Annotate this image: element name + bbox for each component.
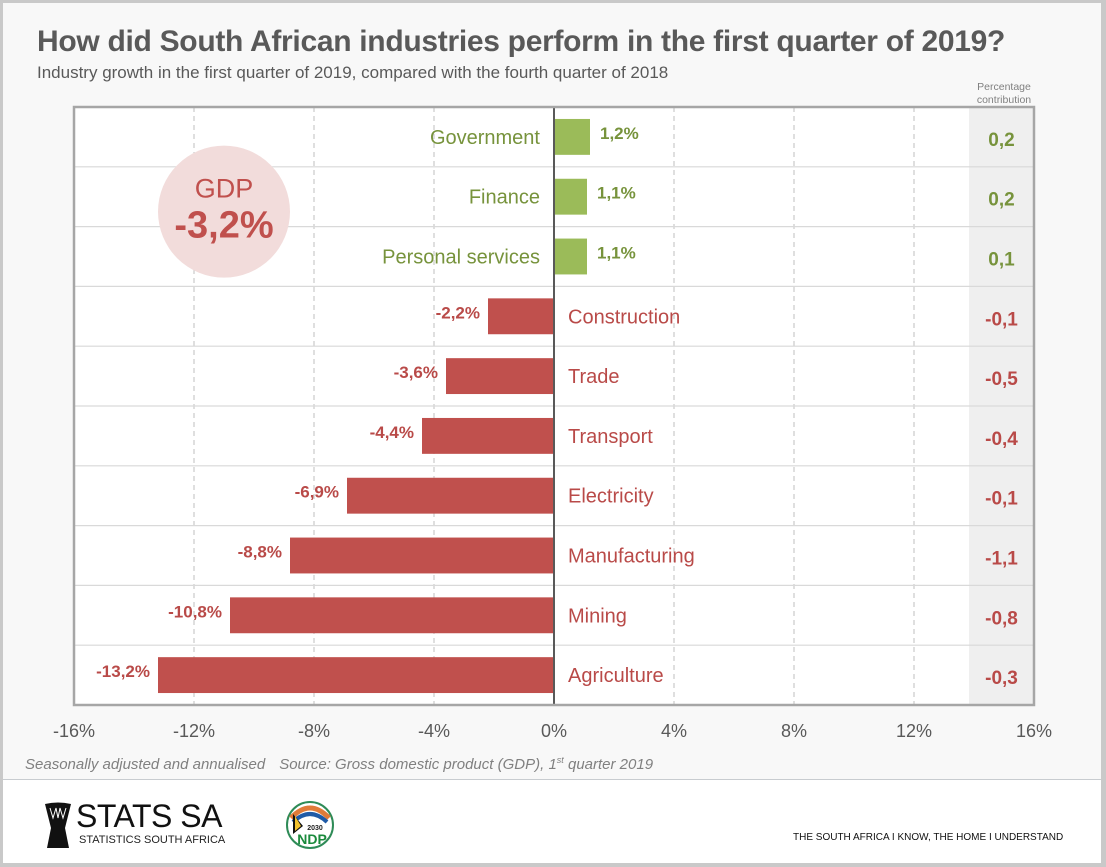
tagline: THE SOUTH AFRICA I KNOW, THE HOME I UNDE…: [793, 832, 1064, 843]
value-label: -2,2%: [436, 303, 480, 322]
gdp-badge-value: -3,2%: [174, 205, 273, 247]
bar-chart: GDP-3,2% 1,2% Government 0,2 1,1% Finance 0,2 1…: [53, 105, 1052, 741]
contribution-value: 0,2: [988, 190, 1014, 211]
x-tick-label: -12%: [173, 721, 215, 741]
bar-trade: [446, 358, 554, 395]
gdp-badge-label: GDP: [195, 174, 254, 204]
contribution-value: -0,1: [985, 489, 1018, 510]
contribution-value: -1,1: [985, 549, 1018, 570]
value-label: 1,2%: [600, 124, 639, 143]
contribution-value: -0,5: [985, 369, 1018, 390]
contribution-value: -0,3: [985, 668, 1018, 689]
value-label: 1,1%: [597, 244, 636, 263]
category-label: Manufacturing: [568, 546, 695, 568]
ndp-label: NDP: [297, 831, 327, 847]
x-tick-label: -8%: [298, 721, 330, 741]
value-label: -8,8%: [238, 543, 282, 562]
infographic-card: How did South African industries perform…: [3, 3, 1101, 863]
footnote-source: Source: Gross domestic product (GDP), 1s…: [279, 755, 654, 773]
x-tick-label: 12%: [896, 721, 932, 741]
value-label: 1,1%: [597, 184, 636, 203]
source-suffix: quarter 2019: [563, 756, 654, 773]
category-label: Personal services: [382, 247, 540, 269]
chart-title: How did South African industries perform…: [37, 25, 1006, 58]
x-tick-label: 8%: [781, 721, 807, 741]
contribution-value: -0,1: [985, 309, 1018, 330]
value-label: -10,8%: [168, 602, 222, 621]
bar-mining: [230, 597, 554, 634]
category-label: Government: [430, 127, 540, 149]
logo-name: STATS SA: [76, 798, 222, 834]
source-sup: st: [556, 755, 564, 765]
contribution-value: -0,8: [985, 608, 1018, 629]
bar-government: [554, 118, 590, 155]
ndp-logo: 2030 NDP: [283, 800, 337, 850]
bar-personal-services: [554, 238, 587, 275]
value-label: -4,4%: [370, 423, 414, 442]
gdp-badge: [158, 145, 290, 278]
bar-manufacturing: [290, 537, 554, 574]
bar-electricity: [347, 477, 554, 514]
ndp-emblem-icon: 2030 NDP: [286, 801, 334, 849]
logo-subtitle: STATISTICS SOUTH AFRICA: [79, 834, 226, 846]
footnote: Seasonally adjusted and annualised Source…: [25, 755, 653, 773]
source-prefix: Source: Gross domestic product (GDP), 1: [279, 756, 557, 773]
bar-agriculture: [158, 657, 554, 694]
category-label: Finance: [469, 187, 540, 209]
category-label: Electricity: [568, 486, 654, 508]
contribution-column-header: Percentage contribution: [976, 81, 1032, 106]
plot-border: [72, 105, 1036, 707]
category-label: Construction: [568, 306, 680, 328]
x-tick-label: -16%: [53, 721, 95, 741]
category-label: Mining: [568, 605, 627, 627]
ndp-year: 2030: [307, 825, 323, 832]
contribution-value: -0,4: [985, 429, 1018, 450]
chart-subtitle: Industry growth in the first quarter of …: [37, 63, 669, 82]
x-tick-label: 0%: [541, 721, 567, 741]
bar-finance: [554, 178, 587, 215]
footnote-note: Seasonally adjusted and annualised: [25, 756, 266, 773]
value-label: -3,6%: [394, 363, 438, 382]
contribution-value: 0,2: [988, 130, 1014, 151]
bar-transport: [422, 417, 554, 454]
x-tick-label: 16%: [1016, 721, 1052, 741]
value-label: -6,9%: [295, 483, 339, 502]
basket-icon: [45, 802, 71, 848]
category-label: Transport: [568, 426, 653, 448]
category-label: Trade: [568, 366, 620, 388]
value-label: -13,2%: [96, 662, 150, 681]
footer: STATS SA STATISTICS SOUTH AFRICA 2030 ND…: [3, 779, 1101, 863]
contribution-value: 0,1: [988, 250, 1015, 271]
x-tick-label: -4%: [418, 721, 450, 741]
bar-construction: [488, 298, 554, 335]
x-tick-label: 4%: [661, 721, 687, 741]
category-label: Agriculture: [568, 665, 664, 687]
